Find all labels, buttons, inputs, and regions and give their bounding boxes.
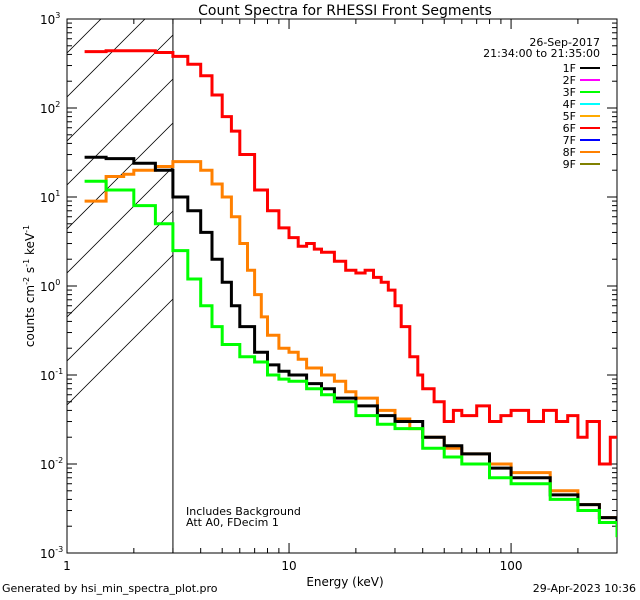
background-hatch-region [67,0,173,406]
hatch-line [67,19,146,98]
date-label: 26-Sep-2017 [529,36,600,49]
legend-label: 3F [563,86,576,99]
chart-title: Count Spectra for RHESSI Front Segments [198,3,492,19]
x-tick-label: 10 [281,559,296,573]
series-line-8f [84,160,617,527]
legend-label: 1F [563,62,576,75]
series-layer [84,49,617,538]
y-tick-label: 102 [40,100,60,116]
footer-generated-by: Generated by hsi_min_spectra_plot.pro [2,582,218,595]
time-range-label: 21:34:00 to 21:35:00 [483,47,600,60]
legend-label: 9F [563,158,576,171]
annotation-background: Includes Background [186,505,301,518]
hatch-line [67,254,173,362]
x-tick-label: 100 [500,559,523,573]
hatch-line [67,166,173,274]
y-tick-label: 10-1 [40,367,63,383]
annotation-attenuator: Att A0, FDecim 1 [186,516,279,529]
y-axis-label: counts cm-2 s-1 keV-1 [22,225,37,347]
axis-ticks: 1 10 100 10-3 10-2 10-1 100 101 102 103 [40,11,618,573]
x-tick-label: 1 [63,559,71,573]
legend-label: 2F [563,74,576,87]
legend-label: 5F [563,110,576,123]
hatch-line [67,210,173,318]
series-line-3f [84,179,617,538]
y-tick-label: 100 [40,278,60,294]
legend-label: 4F [563,98,576,111]
series-line-1f [84,155,617,531]
y-tick-label: 10-3 [40,545,63,561]
y-tick-label: 10-2 [40,456,63,472]
footer-timestamp: 29-Apr-2023 10:36 [532,582,636,595]
series-line-6f [84,49,617,466]
x-axis-label: Energy (keV) [306,575,383,589]
legend-label: 6F [563,122,576,135]
y-tick-label: 101 [40,189,60,205]
hatch-line [67,0,173,9]
legend-label: 8F [563,146,576,159]
hatch-line [67,19,102,54]
legend-label: 7F [563,134,576,147]
y-tick-label: 103 [40,11,60,27]
hatch-line [67,78,173,186]
hatch-line [67,298,173,406]
